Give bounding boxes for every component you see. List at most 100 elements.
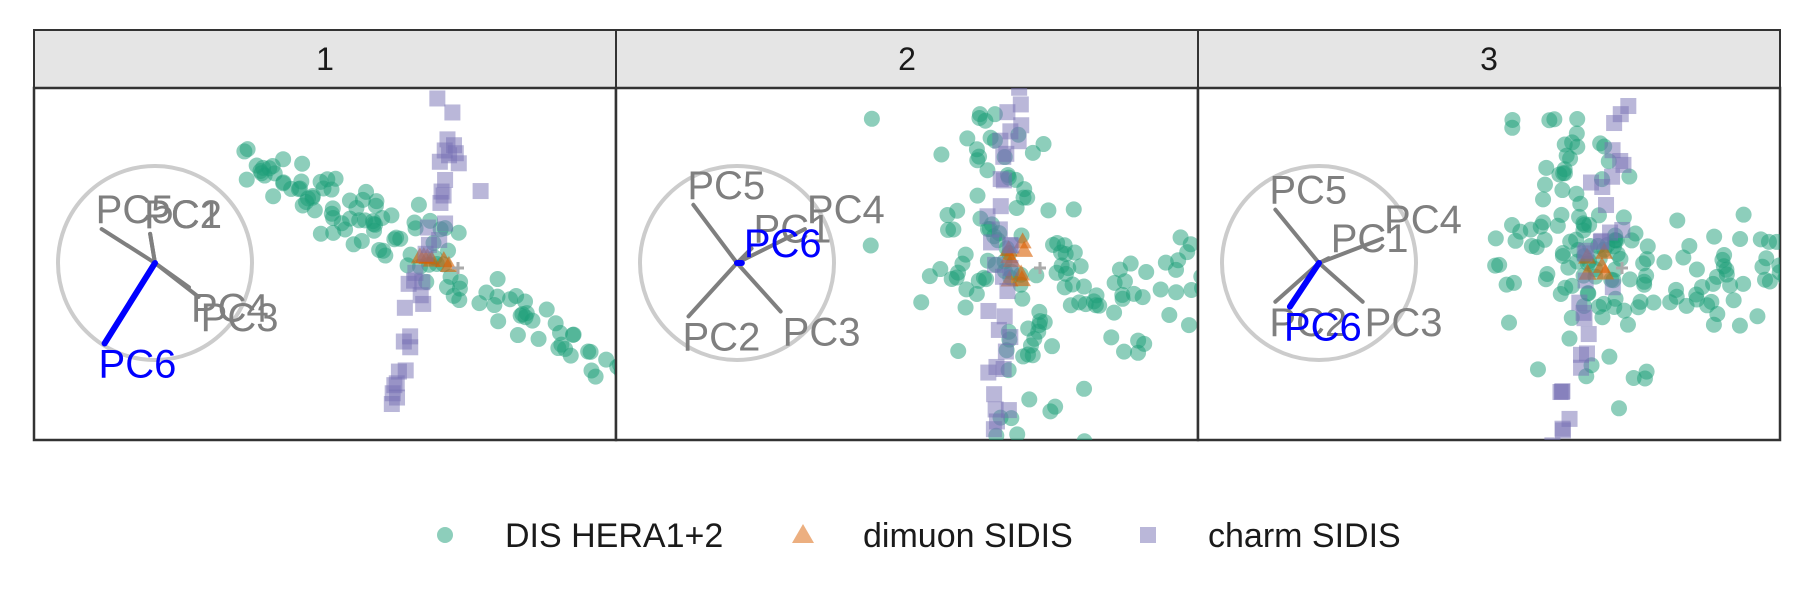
data-point xyxy=(294,155,311,172)
data-point xyxy=(1504,119,1521,136)
data-point xyxy=(1635,255,1652,272)
data-point xyxy=(1656,254,1673,271)
data-point xyxy=(390,363,407,380)
data-point xyxy=(587,368,604,385)
data-point xyxy=(1002,329,1019,346)
data-point xyxy=(490,313,507,330)
data-point xyxy=(1552,384,1569,401)
data-point xyxy=(1024,144,1041,161)
data-point xyxy=(1638,267,1655,284)
loading-label-pc3: PC3 xyxy=(1365,301,1443,345)
data-point xyxy=(1787,249,1800,265)
data-point xyxy=(1593,232,1610,249)
data-point xyxy=(1138,264,1155,281)
data-point xyxy=(420,236,437,253)
data-point xyxy=(1562,233,1579,250)
facet-strip-label: 3 xyxy=(1480,41,1498,77)
legend-key-dimuon xyxy=(792,524,814,543)
data-point xyxy=(1060,260,1077,277)
data-point xyxy=(1122,255,1139,272)
data-point xyxy=(1785,256,1800,272)
data-point xyxy=(1688,261,1705,278)
loading-label-pc2: PC2 xyxy=(683,315,761,359)
data-point xyxy=(970,272,987,289)
data-point xyxy=(1016,181,1033,198)
loading-line-pc4 xyxy=(735,227,807,265)
data-point xyxy=(1157,254,1174,271)
data-point xyxy=(1580,326,1597,343)
data-point xyxy=(979,208,996,225)
data-point xyxy=(550,340,567,357)
data-point xyxy=(1555,482,1571,498)
data-point xyxy=(239,141,256,158)
data-point xyxy=(1615,209,1632,226)
data-point xyxy=(419,219,436,236)
data-point xyxy=(1182,236,1198,253)
loading-label-pc5: PC5 xyxy=(96,188,174,232)
data-point xyxy=(1669,212,1686,229)
data-point xyxy=(1636,370,1653,387)
data-point xyxy=(1612,250,1629,267)
data-point xyxy=(1590,298,1607,315)
data-point xyxy=(1529,361,1546,378)
data-point xyxy=(957,246,974,263)
data-point xyxy=(1554,422,1571,439)
data-point xyxy=(1103,329,1120,346)
data-point xyxy=(1065,201,1082,218)
center-marker xyxy=(1034,262,1046,274)
data-point xyxy=(450,224,467,241)
data-point xyxy=(1731,317,1748,334)
data-point xyxy=(354,191,371,208)
data-point xyxy=(1604,279,1621,296)
data-point xyxy=(1632,293,1649,310)
data-point xyxy=(1558,147,1575,164)
data-point xyxy=(1768,233,1780,250)
data-point xyxy=(1014,290,1031,307)
facet-strip-label: 2 xyxy=(898,41,916,77)
loading-line-pc5 xyxy=(691,202,739,265)
data-point xyxy=(992,198,1009,215)
loading-line-pc4 xyxy=(1317,236,1385,265)
data-point xyxy=(983,234,1000,251)
data-point xyxy=(1703,293,1720,310)
data-point xyxy=(1715,258,1732,275)
data-point xyxy=(1572,195,1589,212)
data-point xyxy=(444,104,461,121)
data-point xyxy=(977,112,994,129)
data-point xyxy=(1534,476,1550,492)
loading-line-pc2 xyxy=(686,261,739,319)
data-point xyxy=(383,207,400,224)
data-point xyxy=(312,225,329,242)
loading-label-pc6: PC6 xyxy=(744,222,822,266)
data-point xyxy=(1085,293,1102,310)
data-point xyxy=(1569,138,1586,155)
data-point xyxy=(1035,136,1052,153)
loading-label-pc3: PC3 xyxy=(201,296,279,340)
data-point xyxy=(324,200,341,217)
data-point xyxy=(489,271,506,288)
data-point xyxy=(517,293,534,310)
facet-strip-label: 1 xyxy=(316,41,334,77)
loading-line-pc6 xyxy=(101,260,158,347)
data-point xyxy=(1012,270,1031,287)
loading-line-pc3 xyxy=(1317,261,1365,304)
data-point xyxy=(1595,242,1614,259)
data-point xyxy=(410,196,427,213)
data-point xyxy=(509,327,526,344)
data-point xyxy=(1576,310,1593,327)
data-point xyxy=(999,283,1016,300)
data-point xyxy=(968,286,985,303)
data-point xyxy=(1009,426,1026,440)
data-point xyxy=(986,386,1003,403)
data-point xyxy=(1573,359,1590,376)
data-point xyxy=(1749,308,1766,325)
series-charm xyxy=(1534,98,1637,498)
data-point xyxy=(437,215,454,232)
data-point xyxy=(1076,380,1093,397)
data-point xyxy=(933,146,950,163)
loading-line-pc5 xyxy=(1273,207,1321,265)
loading-label-pc1: PC1 xyxy=(754,207,832,251)
data-point xyxy=(1181,317,1198,334)
